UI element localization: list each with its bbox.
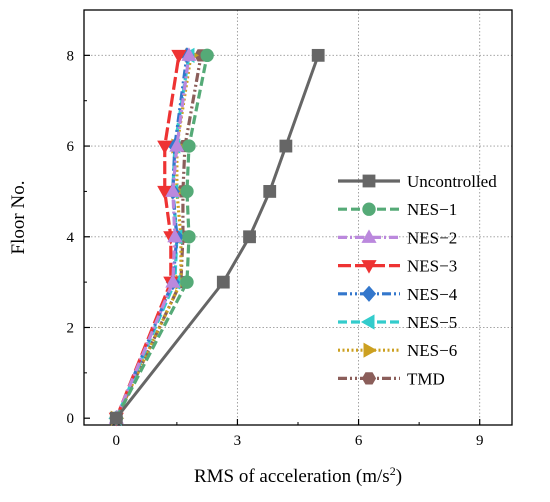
legend-item: NES−4 <box>338 285 458 304</box>
data-point <box>263 185 277 198</box>
data-point <box>180 275 194 289</box>
data-point <box>182 230 196 244</box>
series-uncontrolled <box>109 48 325 425</box>
data-point <box>279 139 293 153</box>
legend-marker <box>361 285 377 302</box>
data-point <box>311 48 325 62</box>
data-point <box>180 184 194 199</box>
data-point <box>157 140 173 155</box>
legend-label: NES−3 <box>407 257 457 276</box>
data-point <box>216 275 230 289</box>
series-line <box>115 54 320 420</box>
legend-marker <box>361 260 377 274</box>
legend-item: NES−5 <box>338 313 457 332</box>
series-line <box>114 55 191 419</box>
legend: Uncontrolled NES−1 NES−2 NES−3 NES−4 NES−5 NES… <box>338 172 497 388</box>
series-layer <box>108 47 325 427</box>
legend-marker <box>360 314 375 330</box>
legend-label: TMD <box>407 369 445 388</box>
legend-item: Uncontrolled <box>338 172 497 191</box>
legend-item: NES−3 <box>338 257 457 276</box>
x-axis-label: RMS of acceleration (m/s2) <box>194 464 402 487</box>
legend-label: NES−2 <box>407 228 457 247</box>
x-axis-label-main: RMS of acceleration (m/s <box>194 466 390 487</box>
data-point <box>171 49 187 64</box>
y-tick-label: 8 <box>67 48 75 64</box>
legend-item: NES−2 <box>338 228 457 247</box>
legend-label: NES−1 <box>407 200 457 219</box>
data-point <box>200 48 214 63</box>
legend-marker <box>363 342 378 358</box>
legend-label: NES−5 <box>407 313 457 332</box>
data-point <box>243 230 256 244</box>
legend-marker <box>362 202 376 216</box>
legend-marker <box>362 174 376 188</box>
legend-label: Uncontrolled <box>407 172 497 191</box>
legend-marker <box>361 372 377 385</box>
x-tick-label: 6 <box>355 433 363 449</box>
data-point <box>167 228 183 243</box>
y-axis-label: Floor No. <box>8 181 29 255</box>
y-tick-label: 2 <box>67 320 75 336</box>
legend-label: NES−6 <box>407 341 457 360</box>
data-point <box>182 139 196 153</box>
x-axis-label-sup: 2 <box>390 464 396 478</box>
x-tick-label: 3 <box>234 433 242 449</box>
legend-label: NES−4 <box>407 285 458 304</box>
legend-item: TMD <box>338 369 445 388</box>
data-point <box>165 274 181 288</box>
data-point <box>109 411 123 425</box>
y-tick-label: 6 <box>67 139 75 155</box>
legend-marker <box>361 229 377 243</box>
legend-item: NES−1 <box>338 200 457 219</box>
y-tick-label: 4 <box>67 230 75 246</box>
data-point <box>169 138 185 152</box>
x-tick-label: 9 <box>476 433 484 449</box>
legend-item: NES−6 <box>338 341 457 360</box>
x-axis-label-end: ) <box>396 466 402 487</box>
series-line <box>114 55 193 419</box>
x-tick-label: 0 <box>113 433 121 449</box>
data-point <box>181 47 197 61</box>
data-point <box>165 183 181 197</box>
y-tick-label: 0 <box>67 411 75 427</box>
series-line <box>114 55 209 419</box>
